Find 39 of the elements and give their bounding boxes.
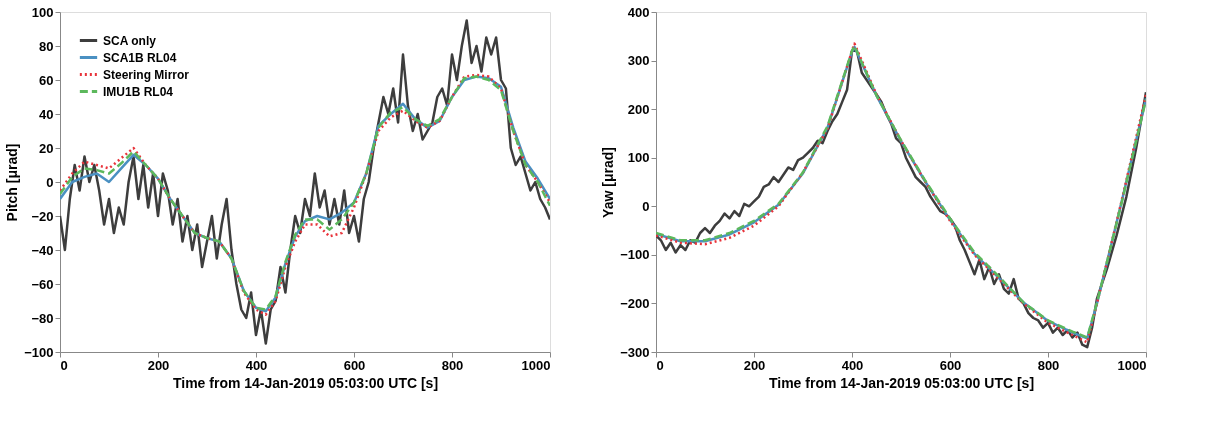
y-tick-label: −200	[620, 295, 650, 311]
y-tick-label: 60	[39, 72, 54, 88]
y-tick-label: 40	[39, 106, 54, 122]
x-tick-label: 800	[441, 357, 464, 373]
y-tick-label: 100	[627, 150, 650, 166]
y-tick-label: 300	[627, 53, 650, 69]
y-tick-label: 80	[39, 38, 54, 54]
x-axis-title: Time from 14-Jan-2019 05:03:00 UTC [s]	[768, 374, 1035, 391]
x-tick-label: 200	[147, 357, 170, 373]
y-axis-title: Pitch [μrad]	[4, 143, 21, 222]
x-tick-label: 400	[841, 357, 864, 373]
x-tick-label: 0	[656, 357, 664, 373]
y-tick-label: −100	[24, 344, 54, 360]
y-axis-title: Yaw [μrad]	[600, 147, 617, 218]
x-tick-label: 0	[60, 357, 68, 373]
legend-label: Steering Mirror	[103, 67, 190, 82]
y-tick-label: −20	[31, 208, 54, 224]
x-tick-label: 1000	[1117, 357, 1147, 373]
y-tick-label: −100	[620, 247, 650, 263]
y-tick-label: −40	[31, 242, 54, 258]
x-tick-label: 400	[245, 357, 268, 373]
y-tick-label: 20	[39, 140, 54, 156]
legend-label: SCA1B RL04	[103, 50, 177, 65]
y-tick-label: −60	[31, 276, 54, 292]
y-tick-label: −80	[31, 310, 54, 326]
y-tick-label: 200	[627, 101, 650, 117]
y-tick-label: 0	[642, 198, 650, 214]
x-axis-title: Time from 14-Jan-2019 05:03:00 UTC [s]	[172, 374, 439, 391]
x-tick-label: 600	[939, 357, 962, 373]
y-tick-label: −300	[620, 344, 650, 360]
y-tick-label: 0	[46, 174, 54, 190]
legend-label: SCA only	[103, 33, 157, 48]
x-tick-label: 1000	[521, 357, 551, 373]
y-tick-label: 100	[31, 4, 54, 20]
y-tick-label: 400	[627, 4, 650, 20]
legend-label: IMU1B RL04	[103, 84, 174, 99]
x-tick-label: 600	[343, 357, 366, 373]
x-tick-label: 200	[743, 357, 766, 373]
x-tick-label: 800	[1037, 357, 1060, 373]
